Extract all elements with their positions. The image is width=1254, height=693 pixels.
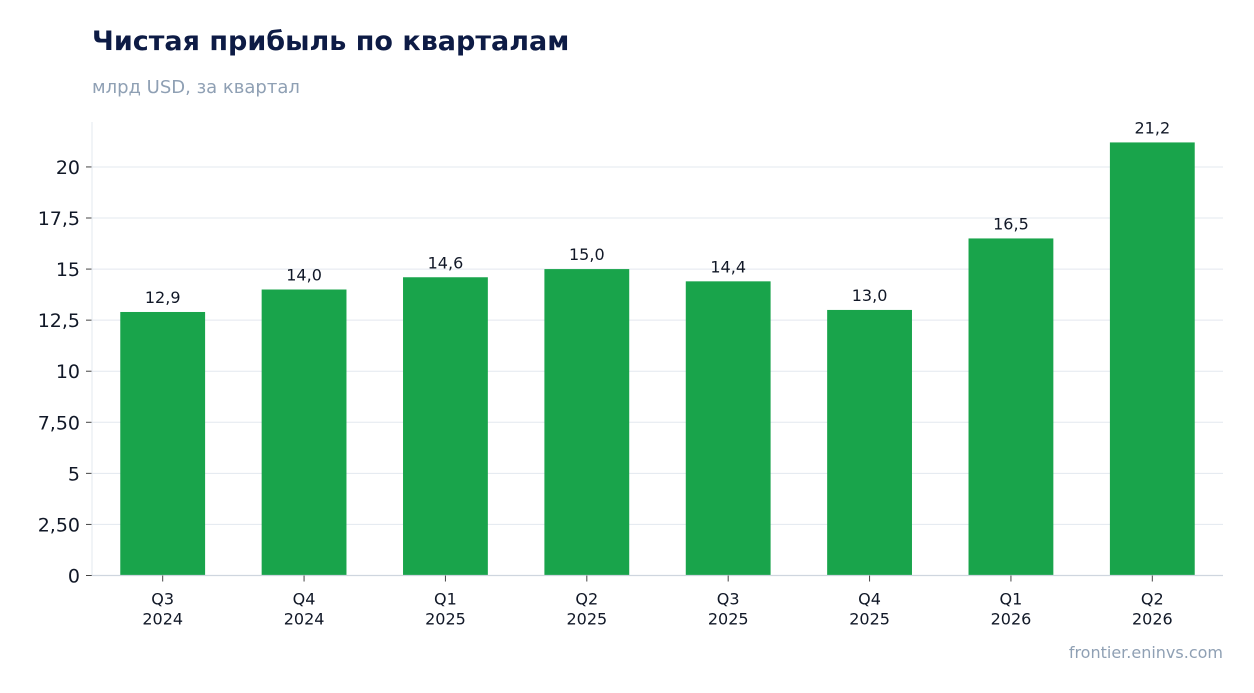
x-tick-label-line: 2025 — [849, 610, 890, 629]
chart-subtitle: млрд USD, за квартал — [92, 77, 300, 98]
x-tick-label-line: Q3 — [717, 590, 740, 609]
bar-value-label: 13,0 — [852, 286, 888, 305]
bar-value-label: 14,0 — [286, 266, 322, 285]
bar — [827, 309, 912, 576]
bar-value-label: 16,5 — [993, 214, 1029, 233]
x-tick-label-line: 2026 — [1132, 610, 1173, 629]
bar — [403, 277, 488, 576]
y-tick-label: 2,50 — [38, 514, 80, 536]
axes — [86, 122, 1223, 582]
y-tick-label: 17,5 — [38, 208, 80, 230]
x-tick-label: Q2 2025 — [566, 590, 607, 629]
x-tick-label: Q4 2025 — [849, 590, 890, 629]
x-tick-label-line: 2024 — [142, 610, 183, 629]
x-tick-label-line: 2026 — [991, 610, 1032, 629]
bar-value-label: 12,9 — [145, 288, 181, 307]
x-tick-label-line: 2024 — [284, 610, 325, 629]
bar — [544, 269, 630, 576]
bar-value-label: 14,4 — [710, 257, 746, 276]
x-tick-label: Q1 2026 — [991, 590, 1032, 629]
bar-value-label: 14,6 — [428, 253, 464, 272]
x-tick-label-line: Q2 — [1141, 590, 1164, 609]
bar — [261, 289, 347, 576]
source-link[interactable]: frontier.eninvs.com — [1068, 643, 1223, 662]
y-tick-label: 7,50 — [38, 412, 80, 434]
y-tick-label: 20 — [56, 157, 80, 179]
bar — [685, 281, 771, 576]
x-tick-label-line: Q4 — [293, 590, 316, 609]
bar — [120, 311, 206, 576]
y-tick-label: 0 — [68, 566, 80, 588]
x-tick-label-line: Q2 — [575, 590, 598, 609]
y-tick-label: 5 — [68, 463, 80, 485]
bar-value-label: 15,0 — [569, 245, 605, 264]
bar — [1109, 142, 1195, 576]
x-tick-label: Q3 2025 — [708, 590, 749, 629]
x-tick-label: Q4 2024 — [284, 590, 325, 629]
chart-title: Чистая прибыль по кварталам — [92, 26, 570, 57]
x-tick-label-line: 2025 — [425, 610, 466, 629]
bar — [968, 238, 1054, 576]
y-tick-label: 10 — [56, 361, 80, 383]
y-tick-label: 15 — [56, 259, 80, 281]
x-tick-label-line: 2025 — [708, 610, 749, 629]
bar-value-label: 21,2 — [1135, 118, 1171, 137]
x-tick-label: Q2 2026 — [1132, 590, 1173, 629]
x-tick-label-line: Q4 — [858, 590, 881, 609]
bars — [120, 142, 1195, 576]
x-tick-label-line: Q1 — [434, 590, 457, 609]
x-tick-label-line: Q1 — [1000, 590, 1023, 609]
x-tick-label-line: 2025 — [566, 610, 607, 629]
x-tick-label-line: Q3 — [151, 590, 174, 609]
x-tick-label: Q1 2025 — [425, 590, 466, 629]
y-tick-label: 12,5 — [38, 310, 80, 332]
x-tick-label: Q3 2024 — [142, 590, 183, 629]
